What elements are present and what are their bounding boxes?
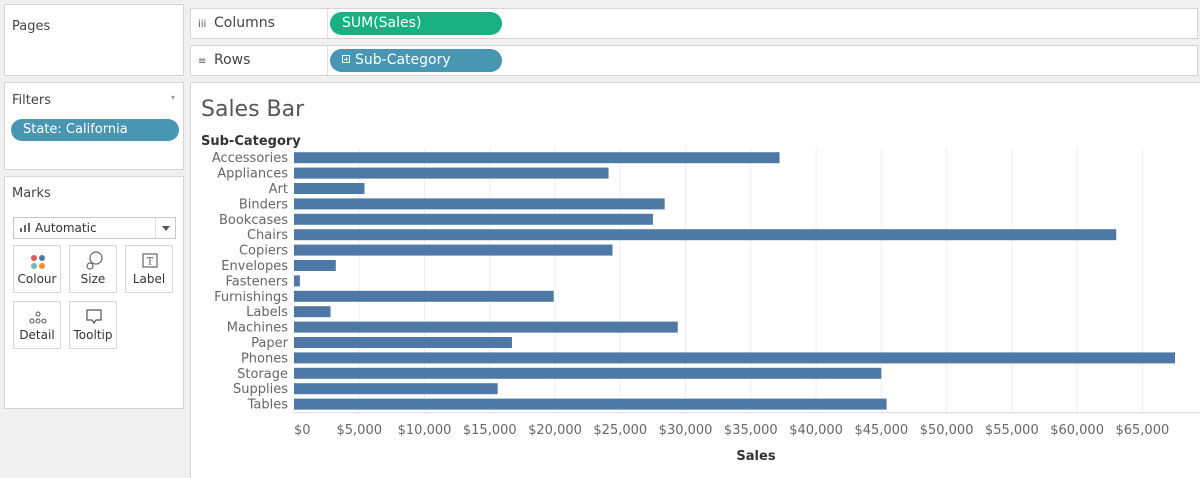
x-axis-title: Sales (736, 449, 775, 464)
bar[interactable] (294, 275, 300, 287)
colour-label: Colour (17, 272, 57, 286)
category-label: Furnishings (214, 290, 288, 305)
marks-title: Marks (12, 186, 51, 201)
x-tick-label: $35,000 (724, 423, 778, 438)
sub-category-pill-text: Sub-Category (355, 52, 451, 68)
rows-icon: ≡ (198, 56, 207, 67)
bar[interactable] (294, 383, 498, 395)
row-header: Sub-Category (201, 134, 301, 149)
x-tick-label: $50,000 (920, 423, 974, 438)
pages-shelf[interactable]: Pages (4, 4, 184, 76)
x-tick-label: $60,000 (1050, 423, 1104, 438)
category-label: Copiers (239, 244, 288, 259)
x-tick-label: $65,000 (1115, 423, 1169, 438)
category-label: Envelopes (221, 259, 288, 274)
category-label: Labels (246, 305, 288, 320)
chevron-down-icon[interactable] (155, 218, 175, 238)
bar[interactable] (294, 306, 331, 318)
bar-chart[interactable]: Sub-Category AccessoriesAppliancesArtBind… (191, 83, 1200, 478)
category-label: Fasteners (226, 274, 289, 289)
detail-dots-icon (14, 302, 60, 328)
tooltip-icon (70, 302, 116, 328)
x-tick-label: $40,000 (789, 423, 843, 438)
category-label: Binders (239, 197, 288, 212)
bar[interactable] (294, 183, 365, 194)
x-tick-label: $15,000 (463, 423, 517, 438)
bar[interactable] (294, 229, 1117, 241)
tooltip-label: Tooltip (73, 328, 113, 342)
x-tick-label: $0 (294, 423, 311, 438)
rows-shelf-label: ≡ Rows (198, 46, 328, 75)
category-label: Bookcases (219, 213, 288, 228)
category-label: Chairs (247, 228, 288, 243)
marks-card: Marks Automatic Colour Size T Label Deta… (4, 176, 184, 409)
filter-pill-state[interactable]: State: California (11, 119, 179, 141)
category-label: Phones (241, 351, 288, 366)
view-title: Sales Bar (201, 97, 305, 122)
filters-menu-icon[interactable]: ▾ (170, 93, 175, 102)
category-label: Art (269, 182, 288, 197)
x-tick-label: $25,000 (593, 423, 647, 438)
columns-shelf[interactable]: iii Columns SUM(Sales) (190, 8, 1198, 39)
bar[interactable] (294, 213, 653, 225)
pages-title: Pages (12, 19, 51, 34)
x-tick-label: $30,000 (659, 423, 713, 438)
bar[interactable] (294, 198, 665, 210)
label-label: Label (132, 272, 166, 286)
category-label: Supplies (233, 382, 288, 397)
bar[interactable] (294, 352, 1175, 364)
colour-dots-icon (14, 246, 60, 272)
bar[interactable] (294, 244, 613, 256)
x-tick-label: $45,000 (854, 423, 908, 438)
rows-label-text: Rows (214, 52, 251, 68)
filters-title: Filters (12, 93, 51, 108)
size-button[interactable]: Size (69, 245, 117, 293)
tooltip-button[interactable]: Tooltip (69, 301, 117, 349)
bar[interactable] (294, 167, 609, 179)
x-tick-label: $10,000 (398, 423, 452, 438)
sub-category-pill[interactable]: Sub-Category (330, 49, 502, 72)
bar[interactable] (294, 398, 887, 410)
svg-text:T: T (147, 257, 154, 268)
category-label: Accessories (212, 151, 288, 166)
sum-sales-pill[interactable]: SUM(Sales) (330, 12, 502, 35)
bar[interactable] (294, 337, 512, 348)
detail-button[interactable]: Detail (13, 301, 61, 349)
detail-label: Detail (19, 328, 55, 342)
mark-type-dropdown[interactable]: Automatic (13, 217, 176, 239)
bar[interactable] (294, 260, 336, 271)
bar-chart-icon (20, 223, 31, 232)
category-label: Tables (247, 398, 289, 413)
label-button[interactable]: T Label (125, 245, 173, 293)
expand-icon[interactable] (342, 55, 350, 63)
bar[interactable] (294, 367, 882, 379)
size-label: Size (80, 272, 106, 286)
filters-shelf[interactable]: Filters ▾ State: California (4, 82, 184, 170)
x-tick-label: $20,000 (528, 423, 582, 438)
columns-icon: iii (198, 19, 207, 30)
x-tick-label: $5,000 (337, 423, 383, 438)
category-label: Storage (237, 367, 288, 382)
columns-shelf-label: iii Columns (198, 9, 328, 38)
view-canvas[interactable]: Sales Bar Sub-Category Accessories Applian… (190, 82, 1200, 478)
bar[interactable] (294, 152, 780, 164)
category-label: Paper (251, 336, 288, 351)
colour-button[interactable]: Colour (13, 245, 61, 293)
size-icon (70, 246, 116, 272)
x-tick-label: $55,000 (985, 423, 1039, 438)
bar[interactable] (294, 290, 554, 302)
category-label: Appliances (217, 167, 288, 182)
text-label-icon: T (126, 246, 172, 272)
mark-type-value: Automatic (35, 221, 97, 235)
columns-label-text: Columns (214, 15, 275, 31)
rows-shelf[interactable]: ≡ Rows Sub-Category (190, 45, 1198, 76)
category-label: Machines (227, 321, 288, 336)
bar[interactable] (294, 321, 678, 333)
